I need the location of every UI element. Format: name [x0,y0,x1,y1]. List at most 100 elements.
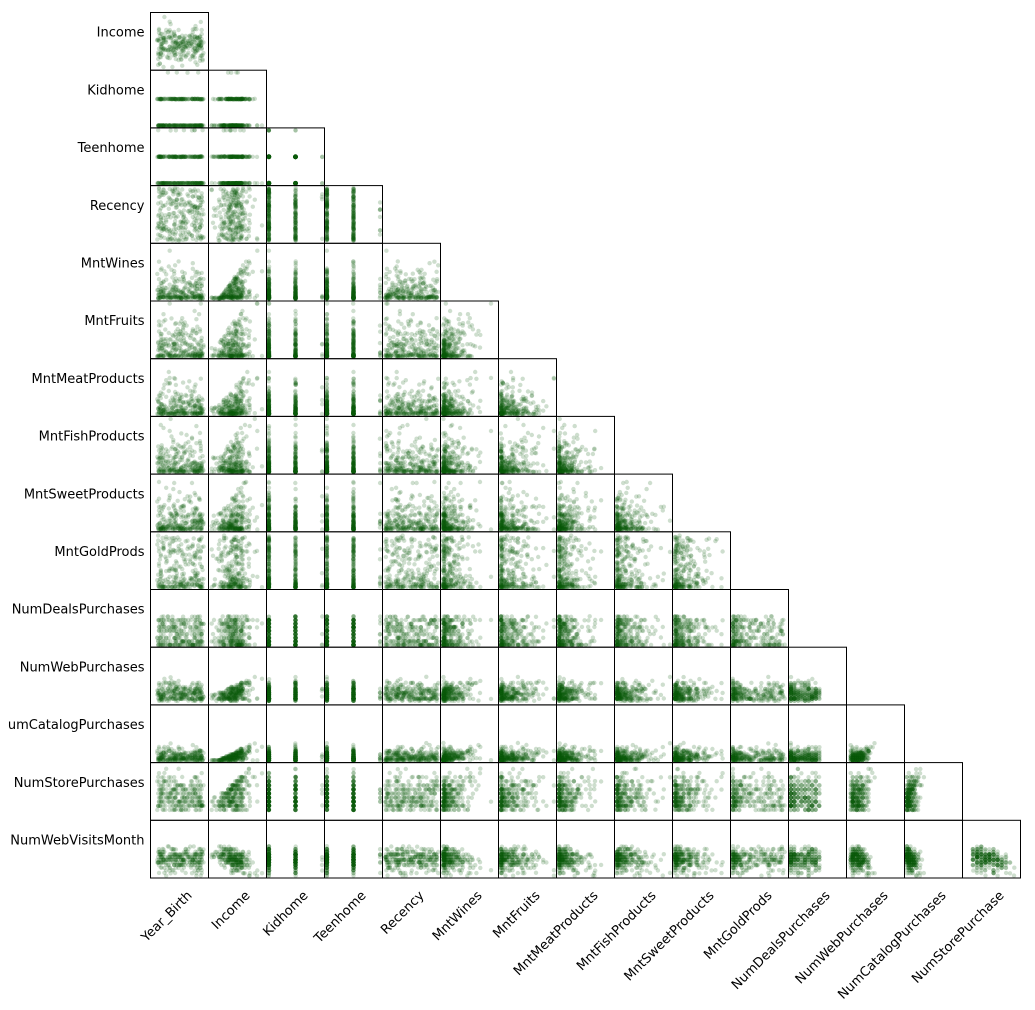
data-point [169,96,174,102]
data-point [266,226,272,231]
data-point [187,123,192,128]
data-point [183,45,188,50]
data-point [266,224,271,229]
data-point [161,227,166,232]
data-point [172,154,177,160]
data-point [378,276,383,282]
data-point [266,221,272,226]
data-point [176,35,181,40]
data-point [196,123,202,128]
data-point [234,181,239,186]
data-point [266,180,272,186]
data-point [164,180,170,186]
data-point [266,154,271,159]
data-point [233,180,238,186]
data-point [175,123,180,128]
data-point [221,181,226,186]
data-point [199,123,204,128]
data-point [169,236,174,241]
data-point [156,224,161,229]
data-point [266,154,271,160]
data-point [236,123,241,128]
data-point [196,43,201,49]
data-point [173,321,179,326]
data-point [187,231,192,236]
data-point [192,35,197,40]
data-point [156,194,162,200]
data-point [199,218,204,223]
data-point [229,231,235,236]
data-point [239,96,245,102]
data-point [197,225,203,230]
data-point [232,128,238,133]
data-point [230,97,236,102]
data-point [179,154,184,160]
data-point [266,271,271,276]
data-point [161,187,166,192]
data-point [155,37,160,42]
data-point [226,96,231,102]
data-point [197,40,203,45]
data-point [217,232,222,237]
data-point [180,63,185,68]
data-point [181,218,187,223]
data-point [266,181,271,186]
data-point [167,231,172,236]
data-point [231,181,236,186]
data-point [229,220,234,225]
data-point [222,154,227,159]
data-point [163,46,168,51]
data-point [293,185,298,191]
data-point [320,181,325,186]
data-point [395,259,400,264]
data-point [227,216,232,221]
data-point [158,31,163,37]
data-point [236,154,241,159]
data-point [158,50,163,56]
data-point [293,319,298,324]
data-point [179,154,184,160]
data-point [180,181,186,186]
data-point [242,210,248,216]
data-point [194,218,199,223]
data-point [200,207,205,213]
data-point [171,154,176,159]
data-point [266,191,272,196]
data-point [225,70,231,75]
data-point [293,181,298,186]
data-point [234,154,239,160]
data-point [164,227,169,232]
data-point [266,218,271,223]
data-point [190,236,195,241]
data-point [293,181,298,186]
data-point [293,154,298,160]
panel-points [324,301,383,359]
data-point [266,312,272,317]
data-point [158,123,163,128]
data-point [293,215,298,220]
data-point [199,234,204,239]
data-point [226,181,231,186]
data-point [192,210,197,215]
data-point [196,228,202,233]
data-point [266,154,271,159]
data-point [156,62,161,68]
data-point [179,181,184,186]
data-point [227,221,233,226]
data-point [266,180,272,186]
data-point [172,123,177,128]
data-point [229,96,234,102]
data-point [377,228,383,233]
data-point [209,154,214,159]
data-point [218,203,224,208]
data-point [293,180,298,186]
data-point [234,123,239,128]
data-point [179,197,184,202]
data-point [293,220,298,225]
data-point [180,219,186,224]
data-point [168,123,173,128]
data-point [239,96,245,102]
data-point [266,181,272,186]
data-point [172,222,177,228]
data-point [266,181,271,186]
